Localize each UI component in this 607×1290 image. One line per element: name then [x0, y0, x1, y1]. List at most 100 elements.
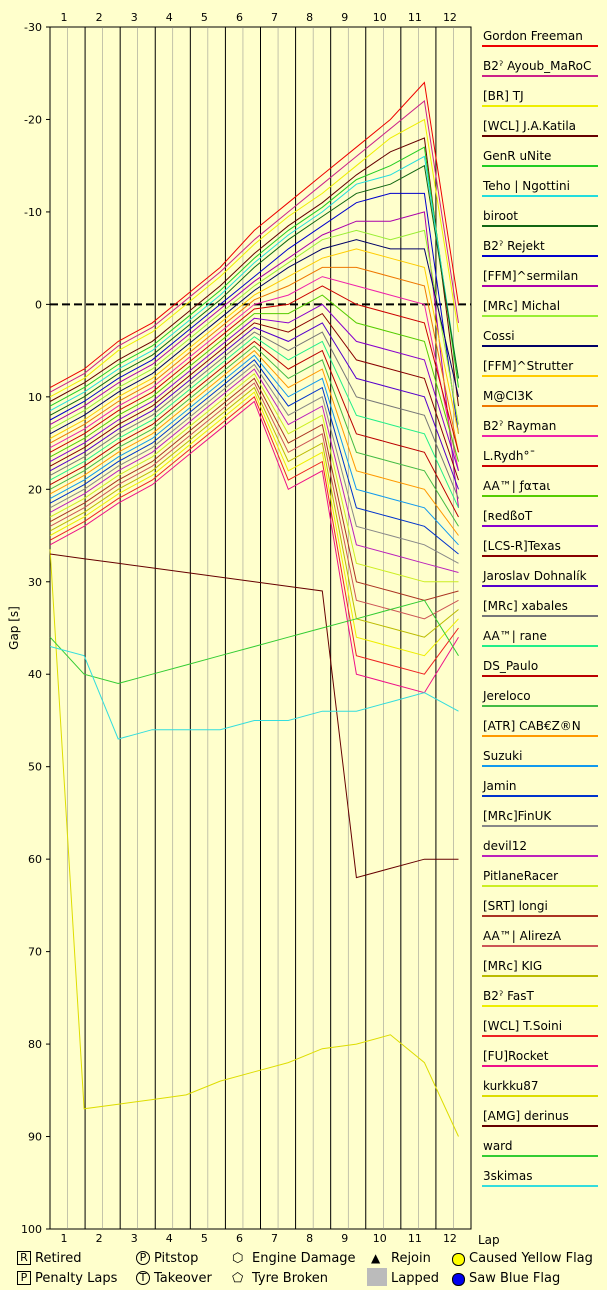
- x-tick-label-top: 5: [201, 11, 208, 24]
- legend-item-label: DS_Paulo: [483, 659, 538, 673]
- penalty-laps-icon: P: [17, 1271, 31, 1285]
- legend-item-label: Cossi: [483, 329, 515, 343]
- x-tick-label-bottom: 7: [271, 1232, 278, 1245]
- x-tick-label-top: 8: [306, 11, 313, 24]
- key-retired: R Retired: [17, 1251, 81, 1266]
- legend-item-label: [ʀedßoT: [483, 509, 533, 523]
- key-pitstop-label: Pitstop: [154, 1251, 199, 1266]
- x-tick-label-top: 1: [61, 11, 68, 24]
- x-tick-label-top: 6: [236, 11, 243, 24]
- y-tick-label: 60: [28, 853, 42, 866]
- legend-item-label: [FFM]^sermilan: [483, 269, 578, 283]
- x-tick-label-top: 2: [96, 11, 103, 24]
- y-tick-label: 70: [28, 946, 42, 959]
- key-penalty-laps-label: Penalty Laps: [35, 1271, 118, 1286]
- series-line-11: [49, 248, 459, 439]
- y-tick-label: 0: [35, 298, 42, 311]
- y-tick-label: 50: [28, 761, 42, 774]
- series-line-27: [49, 368, 459, 573]
- legend-item-label: [FFM]^Strutter: [483, 359, 573, 373]
- key-caused-yellow-flag: Caused Yellow Flag: [452, 1251, 593, 1266]
- x-axis-label: Lap: [478, 1233, 500, 1247]
- x-axis: 1 2 3 4 5 6 7 8 9 10 11 121 2 3 4 5 6 7 8 9 10 11 12: [61, 11, 457, 1245]
- legend-item-label: [MRc] Michal: [483, 299, 560, 313]
- legend-item-label: AA™| ƒατaι: [483, 479, 550, 493]
- series-line-4: [49, 146, 459, 407]
- series-line-19: [49, 331, 459, 499]
- legend-item-label: [WCL] J.A.Katila: [483, 119, 576, 133]
- legend-item-label: kurkku87: [483, 1079, 539, 1093]
- x-tick-label-bottom: 12: [443, 1232, 457, 1245]
- x-tick-label-bottom: 1: [61, 1232, 68, 1245]
- legend-item-label: B2ˀ Rejekt: [483, 239, 545, 253]
- series-line-33: [49, 395, 459, 675]
- series-line-1: [49, 100, 459, 393]
- series-line-34: [49, 400, 459, 694]
- series-line-15: [49, 294, 459, 462]
- legend-item-label: AA™| rane: [483, 629, 547, 643]
- x-tick-label-top: 4: [166, 11, 173, 24]
- legend-item-label: Gordon Freeman: [483, 29, 583, 43]
- x-tick-label-top: 12: [443, 11, 457, 24]
- x-tick-label-top: 11: [408, 11, 422, 24]
- takeover-icon: T: [136, 1271, 150, 1285]
- series-line-31: [49, 386, 459, 638]
- legend-item-label: [MRc] KIG: [483, 959, 542, 973]
- series-line-26: [49, 363, 459, 564]
- series-line-13: [49, 276, 459, 471]
- key-engine-damage-label: Engine Damage: [252, 1251, 356, 1266]
- legend-item-label: Jamin: [482, 779, 517, 793]
- series-legend: Gordon Freeman B2ˀ Ayoub_MaRoC [BR] TJ [WCL…: [482, 29, 598, 1187]
- series-line-32: [49, 391, 459, 657]
- legend-item-label: biroot: [483, 209, 518, 223]
- rejoin-icon: ▲: [371, 1251, 381, 1265]
- series-line-12: [49, 266, 459, 453]
- series-line-38: [49, 646, 459, 740]
- series-line-9: [49, 229, 459, 430]
- key-lapped-label: Lapped: [391, 1271, 439, 1286]
- legend-item-label: 3skimas: [483, 1169, 532, 1183]
- key-lapped: Lapped: [367, 1268, 439, 1286]
- lapped-icon: [367, 1268, 387, 1286]
- series-line-18: [49, 322, 459, 490]
- series-line-5: [49, 155, 459, 412]
- series-line-23: [49, 349, 459, 536]
- y-tick-label: 40: [28, 668, 42, 681]
- legend-item-label: [ATR] CAB€Z®N: [483, 719, 581, 733]
- key-rejoin-label: Rejoin: [391, 1251, 431, 1266]
- x-tick-label-bottom: 6: [236, 1232, 243, 1245]
- yellow-flag-icon: [452, 1253, 465, 1266]
- key-caused-yellow-flag-label: Caused Yellow Flag: [469, 1251, 593, 1266]
- y-tick-label: -30: [24, 21, 42, 34]
- retired-icon: R: [17, 1251, 31, 1265]
- y-axis: -30 -20 -10 0 10 20 30 40 50 60 70 80 90 100: [21, 21, 50, 1236]
- legend-item-label: Teho | Ngottini: [482, 179, 570, 193]
- key-retired-label: Retired: [35, 1251, 82, 1266]
- series-line-16: [49, 303, 459, 471]
- pitstop-icon: P: [136, 1251, 150, 1265]
- series-line-14: [49, 285, 459, 453]
- engine-damage-icon: ⬡: [232, 1251, 244, 1266]
- legend-item-label: AA™| AlirezA: [483, 929, 562, 943]
- series-line-35: [49, 549, 459, 1137]
- y-tick-label: 100: [21, 1223, 42, 1236]
- key-penalty-laps: P Penalty Laps: [17, 1271, 117, 1286]
- legend-item-label: [FU]Rocket: [483, 1049, 549, 1063]
- key-rejoin: ▲ Rejoin: [371, 1251, 431, 1266]
- key-saw-blue-flag: Saw Blue Flag: [452, 1271, 560, 1286]
- series-line-28: [49, 372, 459, 583]
- series-line-22: [49, 345, 459, 527]
- series-lines: [49, 81, 459, 1137]
- series-line-7: [49, 192, 459, 434]
- blue-flag-icon: [452, 1273, 465, 1286]
- legend-item-label: L.Rydh°¯: [483, 449, 536, 463]
- series-line-24: [49, 354, 459, 546]
- x-tick-label-top: 9: [341, 11, 348, 24]
- legend-item-label: ward: [483, 1139, 513, 1153]
- y-tick-label: 90: [28, 1131, 42, 1144]
- legend-item-label: devil12: [483, 839, 527, 853]
- x-tick-label-top: 7: [271, 11, 278, 24]
- legend-item-label: [MRc] xabales: [483, 599, 568, 613]
- y-tick-label: 30: [28, 576, 42, 589]
- x-tick-label-top: 3: [131, 11, 138, 24]
